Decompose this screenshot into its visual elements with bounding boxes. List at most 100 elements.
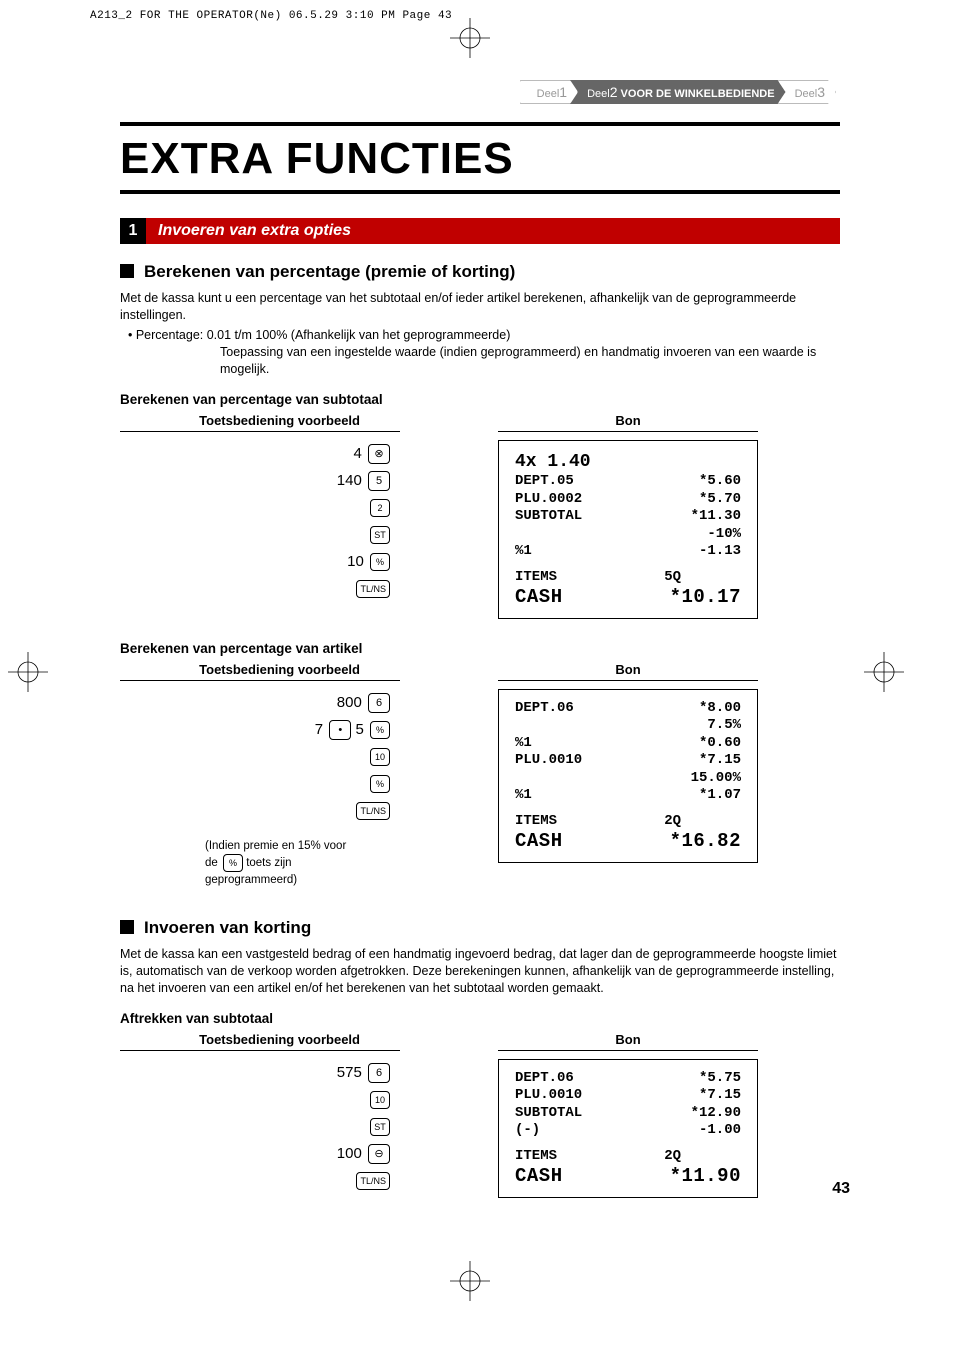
ex1-receipt: 4x 1.40 DEPT.05*5.60 PLU.0002*5.70 SUBTO… <box>498 440 758 619</box>
crumb3-prefix: Deel <box>795 88 818 100</box>
square-bullet-icon <box>120 920 134 934</box>
r-text: PLU.0002 <box>515 491 582 509</box>
ex2-bon-col: Bon DEPT.06 *8.00 7.5% %1 *0.60 PLU.0010 *7… <box>498 662 758 888</box>
col-head-keys: Toetsbediening voorbeeld <box>120 1032 400 1051</box>
sub1-bullet: • Percentage: 0.01 t/m 100% (Afhankelijk… <box>128 328 840 342</box>
key-5: 5 <box>368 471 390 491</box>
r-text: 4x 1.40 <box>515 452 591 472</box>
ex3-keys-col: Toetsbediening voorbeeld 575 6 10 ST 100… <box>120 1032 400 1198</box>
r-text: *7.15 <box>699 752 741 770</box>
r-text: ITEMS <box>515 813 557 831</box>
mini-heading-2: Berekenen van percentage van artikel <box>120 641 840 656</box>
crumb2-num: 2 <box>610 84 618 100</box>
r-text: %1 <box>515 543 532 561</box>
r-text: -1.00 <box>699 1122 741 1140</box>
crumb1-prefix: Deel <box>537 88 560 100</box>
key-percent: % <box>223 854 243 872</box>
subsection-1-title: Berekenen van percentage (premie of kort… <box>120 262 840 282</box>
r-text: SUBTOTAL <box>515 1105 582 1123</box>
r-text: 2Q <box>664 813 741 831</box>
breadcrumb-part1: Deel1 <box>520 80 578 104</box>
key-percent: % <box>370 721 390 739</box>
key-10: 10 <box>370 1091 390 1109</box>
page-number: 43 <box>832 1180 850 1198</box>
ex3-keyseq: 575 6 10 ST 100 ⊖ TL/NS <box>120 1059 400 1194</box>
r-text: PLU.0010 <box>515 752 582 770</box>
r-text: *11.90 <box>670 1165 741 1189</box>
sub1-indent: Toepassing van een ingestelde waarde (in… <box>220 344 840 378</box>
col-head-keys: Toetsbediening voorbeeld <box>120 662 400 681</box>
ex2-keys-col: Toetsbediening voorbeeld 800 6 7 • 5 % 1… <box>120 662 400 888</box>
ex1-bon-col: Bon 4x 1.40 DEPT.05*5.60 PLU.0002*5.70 S… <box>498 413 758 619</box>
r-text: (-) <box>515 1122 540 1140</box>
note-c: geprogrammeerd) <box>205 874 297 886</box>
col-head-keys: Toetsbediening voorbeeld <box>120 413 400 432</box>
crop-mark-bottom <box>450 1261 490 1301</box>
r-text: %1 <box>515 735 532 753</box>
example-1: Toetsbediening voorbeeld 4 ⊗ 140 5 2 ST … <box>120 413 840 619</box>
ex2-note: (Indien premie en 15% voor de % toets zi… <box>205 838 400 888</box>
crumb2-prefix: Deel <box>587 88 610 100</box>
crumb1-num: 1 <box>559 84 567 100</box>
r-text: *10.17 <box>670 586 741 610</box>
r-text: *16.82 <box>670 830 741 854</box>
r-line: 4x 1.40 <box>515 451 591 474</box>
r-text: DEPT.05 <box>515 473 574 491</box>
ex2-receipt: DEPT.06*8.00 7.5% %1*0.60 PLU.0010*7.15 … <box>498 689 758 863</box>
r-text: %1 <box>515 787 532 805</box>
mini-heading-3: Aftrekken van subtotaal <box>120 1011 840 1026</box>
r-text: *7.15 <box>699 1087 741 1105</box>
key-dot: • <box>329 720 351 740</box>
breadcrumb-part2: Deel2 VOOR DE WINKELBEDIENDE <box>570 80 786 104</box>
key-6: 6 <box>368 1063 390 1083</box>
ex1-keys-col: Toetsbediening voorbeeld 4 ⊗ 140 5 2 ST … <box>120 413 400 619</box>
ex1-keyseq: 4 ⊗ 140 5 2 ST 10 % TL/NS <box>120 440 400 602</box>
ex3-l4-pre: 100 <box>337 1145 366 1162</box>
r-text: ITEMS <box>515 1148 557 1166</box>
note-b1: de <box>205 857 221 869</box>
crop-mark-top <box>450 18 490 58</box>
page-content: Deel1 Deel2 VOOR DE WINKELBEDIENDE Deel3… <box>120 80 840 1220</box>
col-head-bon: Bon <box>498 1032 758 1051</box>
crop-mark-right <box>864 652 904 692</box>
r-text: 7.5% <box>707 717 741 735</box>
r-text: DEPT.06 <box>515 700 574 718</box>
key-tlns: TL/NS <box>356 802 390 820</box>
crumb3-num: 3 <box>817 84 825 100</box>
r-text: ITEMS <box>515 569 557 587</box>
note-a: (Indien premie en 15% voor <box>205 840 346 852</box>
r-text: CASH <box>515 830 563 854</box>
ex2-l2-mid: 5 <box>351 721 368 738</box>
key-6: 6 <box>368 693 390 713</box>
r-text: -1.13 <box>699 543 741 561</box>
r-text: *1.07 <box>699 787 741 805</box>
key-st: ST <box>370 526 390 544</box>
r-text: *0.60 <box>699 735 741 753</box>
meta-text: A213_2 FOR THE OPERATOR(Ne) 06.5.29 3:10… <box>90 10 452 22</box>
square-bullet-icon <box>120 264 134 278</box>
breadcrumb: Deel1 Deel2 VOOR DE WINKELBEDIENDE Deel3 <box>120 80 840 104</box>
r-text: *12.90 <box>691 1105 741 1123</box>
crumb2-bold: VOOR DE WINKELBEDIENDE <box>618 88 775 100</box>
key-percent: % <box>370 775 390 793</box>
r-text: 5Q <box>664 569 741 587</box>
example-3: Toetsbediening voorbeeld 575 6 10 ST 100… <box>120 1032 840 1198</box>
section-number: 1 <box>120 218 146 244</box>
r-text: DEPT.06 <box>515 1070 574 1088</box>
ex2-l2-pre: 7 <box>315 721 328 738</box>
page-title: EXTRA FUNCTIES <box>120 122 840 194</box>
key-10: 10 <box>370 748 390 766</box>
col-head-bon: Bon <box>498 413 758 432</box>
sub1-title-text: Berekenen van percentage (premie of kort… <box>144 262 515 281</box>
ex1-l5-pre: 10 <box>347 553 368 570</box>
ex1-l1-pre: 4 <box>353 445 366 462</box>
ex3-bon-col: Bon DEPT.06*5.75 PLU.0010*7.15 SUBTOTAL*… <box>498 1032 758 1198</box>
r-text: 15.00% <box>691 770 741 788</box>
section-label: Invoeren van extra opties <box>158 222 351 240</box>
r-text: SUBTOTAL <box>515 508 582 526</box>
r-text: 2Q <box>664 1148 741 1166</box>
r-text: *8.00 <box>699 700 741 718</box>
col-head-bon: Bon <box>498 662 758 681</box>
r-text: -10% <box>707 526 741 544</box>
example-2: Toetsbediening voorbeeld 800 6 7 • 5 % 1… <box>120 662 840 888</box>
